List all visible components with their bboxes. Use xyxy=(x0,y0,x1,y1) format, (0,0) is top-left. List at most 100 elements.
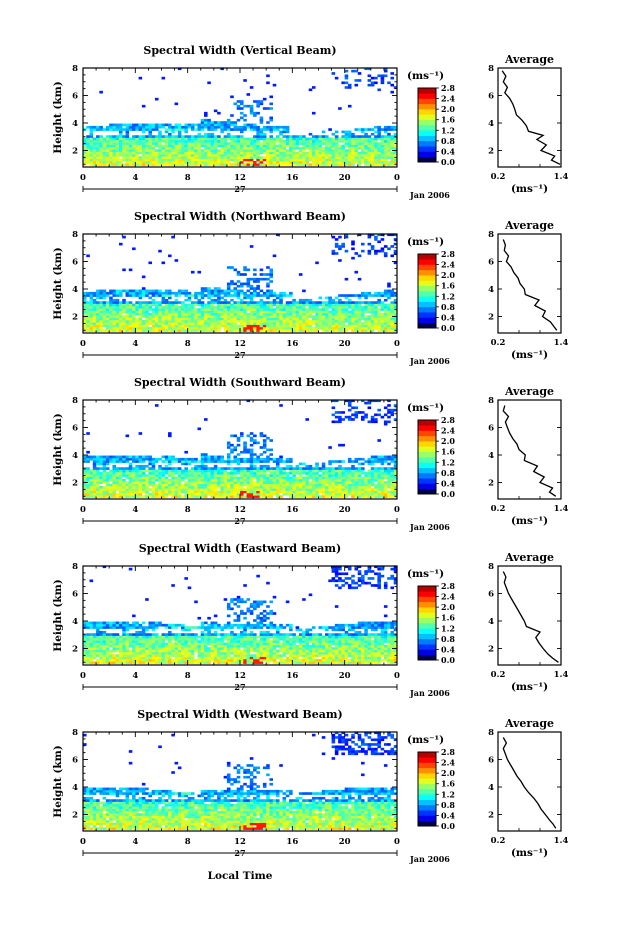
profile-title: Average xyxy=(504,53,554,66)
y-axis-label: Height (km) xyxy=(52,745,64,817)
x-tick-label: 16 xyxy=(286,339,298,349)
colorbar-tick-label: 0.0 xyxy=(441,157,455,167)
x-tick-label: 0 xyxy=(394,173,400,183)
day-label: 27 xyxy=(234,516,245,526)
chart-title: Spectral Width (Eastward Beam) xyxy=(139,542,341,555)
profile-y-tick-label: 8 xyxy=(488,728,494,738)
profile-x-tick-label: 1.4 xyxy=(554,836,569,846)
heatmap-field xyxy=(83,565,397,663)
date-label: Jan 2006 xyxy=(409,522,450,532)
x-tick-label: 8 xyxy=(185,837,191,847)
x-tick-label: 12 xyxy=(234,173,246,183)
x-tick-label: 0 xyxy=(394,837,400,847)
x-tick-label: 0 xyxy=(80,339,86,349)
y-tick-label: 4 xyxy=(72,617,78,627)
profile-y-tick-label: 8 xyxy=(488,230,494,240)
x-tick-label: 12 xyxy=(234,339,246,349)
colorbar-tick-label: 0.0 xyxy=(441,821,455,831)
x-tick-label: 12 xyxy=(234,505,246,515)
colorbar xyxy=(418,88,439,162)
profile-x-tick-label: 1.4 xyxy=(554,504,569,514)
y-axis-label: Height (km) xyxy=(52,247,64,319)
heatmap-field xyxy=(83,399,397,497)
x-tick-label: 4 xyxy=(132,837,138,847)
profile-y-tick-label: 8 xyxy=(488,396,494,406)
profile-y-tick-label: 4 xyxy=(488,617,494,627)
profile-y-tick-label: 8 xyxy=(488,64,494,74)
profile-line xyxy=(503,240,557,331)
colorbar-unit: (ms⁻¹) xyxy=(407,568,444,580)
profile-x-label: (ms⁻¹) xyxy=(511,515,548,527)
y-tick-label: 4 xyxy=(72,285,78,295)
profile-x-tick-label: 0.2 xyxy=(491,836,506,846)
colorbar-tick-label: 0.8 xyxy=(441,468,455,478)
x-tick-label: 0 xyxy=(394,505,400,515)
day-label: 27 xyxy=(234,350,245,360)
profile-y-tick-label: 6 xyxy=(488,258,494,268)
y-tick-label: 6 xyxy=(72,258,78,268)
x-tick-label: 16 xyxy=(286,837,298,847)
colorbar-tick-label: 2.0 xyxy=(441,768,455,778)
colorbar-tick-label: 1.6 xyxy=(441,613,455,623)
y-tick-label: 8 xyxy=(72,230,78,240)
profile-frame xyxy=(498,732,561,831)
x-tick-label: 12 xyxy=(234,837,246,847)
profile-x-tick-label: 1.4 xyxy=(554,172,569,182)
y-tick-label: 6 xyxy=(72,92,78,102)
colorbar-tick-label: 2.0 xyxy=(441,104,455,114)
profile-x-label: (ms⁻¹) xyxy=(511,681,548,693)
y-tick-label: 8 xyxy=(72,64,78,74)
profile-title: Average xyxy=(504,219,554,232)
colorbar xyxy=(418,420,439,494)
x-tick-label: 20 xyxy=(339,837,351,847)
colorbar-tick-label: 2.8 xyxy=(441,581,455,591)
x-tick-label: 20 xyxy=(339,339,351,349)
colorbar-tick-label: 2.8 xyxy=(441,415,455,425)
y-tick-label: 8 xyxy=(72,562,78,572)
colorbar-tick-label: 1.6 xyxy=(441,779,455,789)
panel-4: Spectral Width (Westward Beam) 0 4 8 12 16 20 0… xyxy=(52,708,568,864)
colorbar-tick-label: 0.8 xyxy=(441,634,455,644)
profile-y-tick-label: 4 xyxy=(488,783,494,793)
profile-title: Average xyxy=(504,717,554,730)
profile-line xyxy=(503,738,556,829)
colorbar-tick-label: 0.8 xyxy=(441,302,455,312)
x-tick-label: 20 xyxy=(339,671,351,681)
colorbar-tick-label: 2.8 xyxy=(441,249,455,259)
profile-x-tick-label: 1.4 xyxy=(554,670,569,680)
y-tick-label: 8 xyxy=(72,396,78,406)
profile-line xyxy=(502,71,560,165)
colorbar-tick-label: 2.4 xyxy=(441,758,455,768)
colorbar-tick-label: 2.4 xyxy=(441,592,455,602)
colorbar-tick-label: 1.6 xyxy=(441,115,455,125)
date-label: Jan 2006 xyxy=(409,688,450,698)
y-tick-label: 8 xyxy=(72,728,78,738)
colorbar-tick-label: 1.2 xyxy=(441,291,455,301)
x-tick-label: 16 xyxy=(286,671,298,681)
chart-title: Spectral Width (Westward Beam) xyxy=(137,708,342,721)
x-tick-label: 0 xyxy=(80,671,86,681)
profile-line xyxy=(503,406,556,497)
x-tick-label: 0 xyxy=(80,837,86,847)
x-tick-label: 16 xyxy=(286,505,298,515)
y-tick-label: 4 xyxy=(72,451,78,461)
colorbar-tick-label: 1.2 xyxy=(441,457,455,467)
profile-frame xyxy=(498,566,561,665)
profile-y-tick-label: 4 xyxy=(488,285,494,295)
x-tick-label: 0 xyxy=(80,173,86,183)
colorbar-tick-label: 0.0 xyxy=(441,655,455,665)
profile-x-tick-label: 0.2 xyxy=(491,670,506,680)
day-label: 27 xyxy=(234,184,245,194)
x-tick-label: 0 xyxy=(80,505,86,515)
x-tick-label: 4 xyxy=(132,173,138,183)
y-tick-label: 6 xyxy=(72,590,78,600)
colorbar-unit: (ms⁻¹) xyxy=(407,734,444,746)
heatmap-field xyxy=(83,67,397,165)
